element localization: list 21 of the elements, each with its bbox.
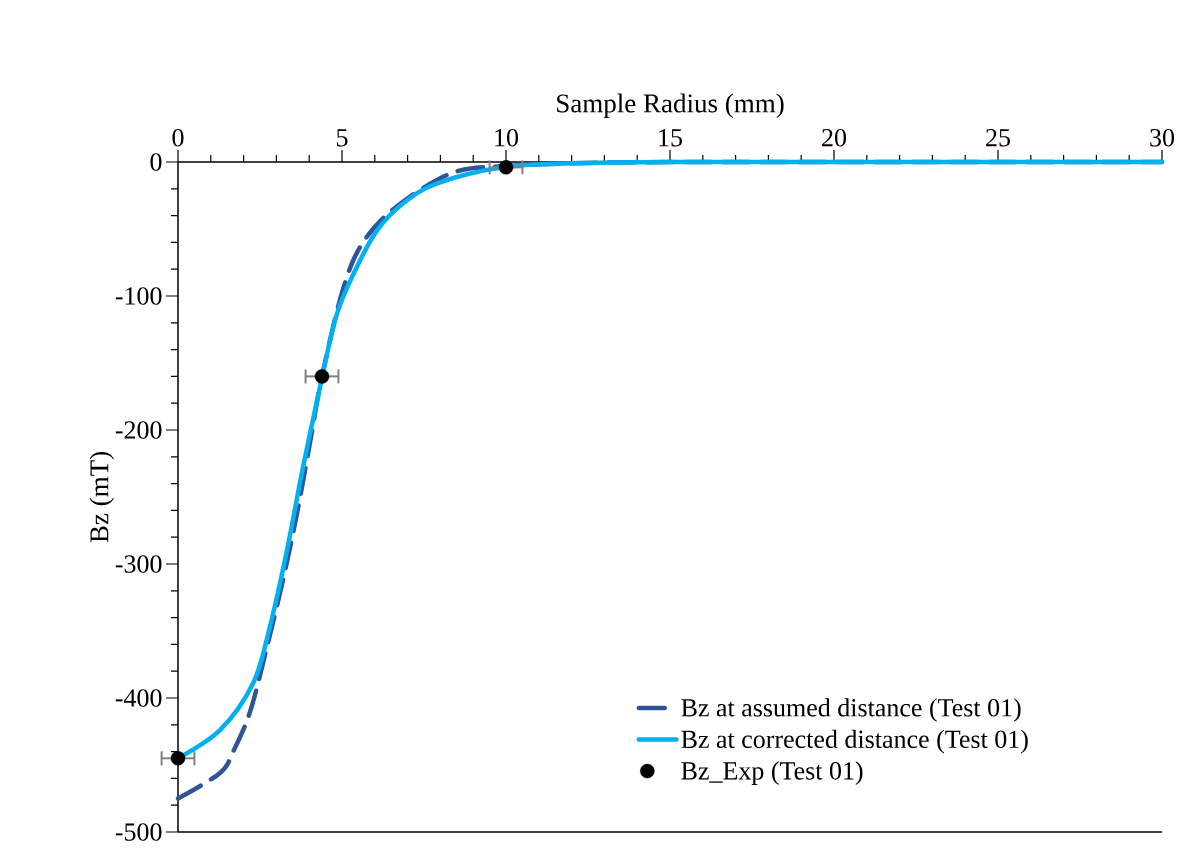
x-axis-title: Sample Radius (mm) [557,93,784,119]
legend-label: Bz at corrected distance (Test 01) [681,729,1028,754]
point [314,369,330,384]
legend-label: Bz_Exp (Test 01) [681,761,863,785]
x-tick-label: 20 [822,128,847,147]
x-tick-label: 0 [172,128,184,147]
y-tick-label: -300 [115,555,162,573]
y-tick-label: -200 [115,421,162,439]
y-tick-label: -500 [115,823,162,841]
legend-label: Bz at assumed distance (Test 01) [681,698,1021,722]
x-tick-label: 15 [659,129,682,147]
x-tick-label: 25 [986,128,1010,147]
point [170,751,186,766]
y-tick-label: 0 [150,153,162,171]
x-tick-label: 30 [1150,128,1175,147]
point [498,160,514,175]
y-axis-title: Bz (mT) [89,452,114,543]
y-tick-label: -400 [115,689,162,707]
y-tick-label: -100 [115,287,162,305]
x-tick-label: 10 [495,128,519,147]
x-tick-label: 5 [337,129,348,147]
